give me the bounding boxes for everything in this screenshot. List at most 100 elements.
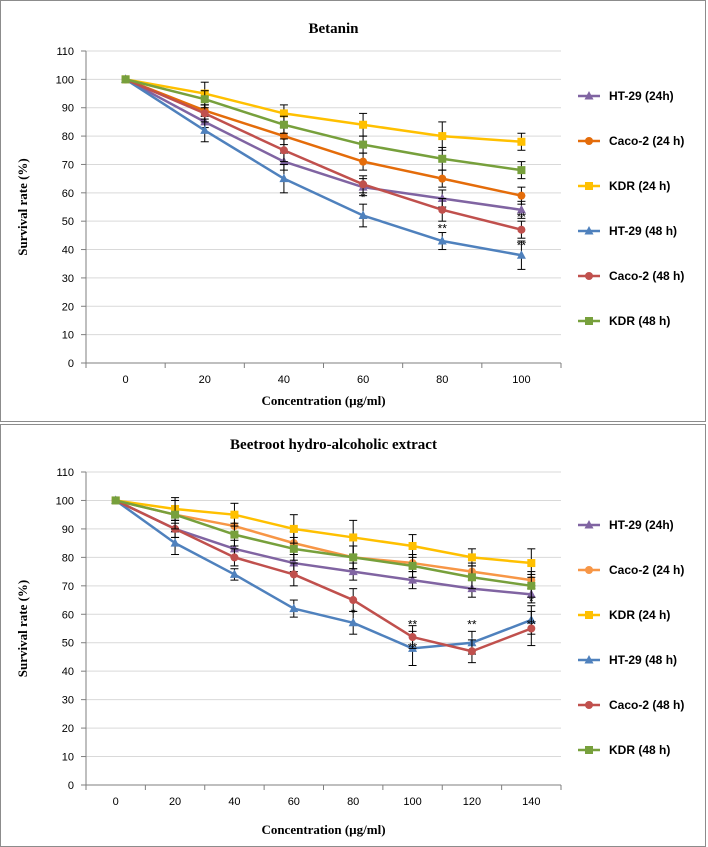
x-tick-label: 80 <box>436 374 448 386</box>
x-tick-label: 60 <box>288 796 300 808</box>
data-point <box>358 210 368 220</box>
y-tick-label: 80 <box>62 131 74 143</box>
y-tick-label: 50 <box>62 216 74 228</box>
y-tick-label: 60 <box>62 188 74 200</box>
chart-title: Beetroot hydro-alcoholic extract <box>230 437 437 453</box>
series-line <box>125 78 522 172</box>
data-point <box>527 624 536 633</box>
data-point <box>438 205 447 214</box>
legend-label: Caco-2 (48 h) <box>609 698 684 712</box>
series-line <box>125 78 522 197</box>
series-line <box>115 499 532 596</box>
y-axis-label: Survival rate (%) <box>15 158 30 255</box>
series-line <box>125 78 522 231</box>
series-line <box>124 78 522 257</box>
betanin-chart: Betanin 0 10 20 30 40 50 60 70 80 90 100 110 0 20 40 60 8… <box>15 21 684 408</box>
data-point <box>121 75 130 84</box>
data-point <box>348 617 358 627</box>
y-tick-label: 20 <box>62 723 74 735</box>
legend-label: HT-29 (48 h) <box>609 224 677 238</box>
y-tick-label: 100 <box>56 74 74 86</box>
y-tick-label: 90 <box>62 103 74 115</box>
data-point <box>359 157 368 166</box>
y-tick-label: 40 <box>62 245 74 257</box>
data-point <box>279 109 288 118</box>
legend-marker <box>585 317 593 325</box>
significance-annotation: ** <box>438 222 448 236</box>
y-tick-label: 30 <box>62 695 74 707</box>
data-point <box>170 538 180 547</box>
data-point <box>437 193 447 202</box>
legend-marker <box>585 182 593 190</box>
data-point <box>348 566 358 576</box>
data-point <box>467 573 476 582</box>
legend-item-kdr-48-h: KDR (48 h) <box>578 743 670 757</box>
legend-item-kdr-24-h: KDR (24 h) <box>578 179 670 193</box>
data-point <box>408 561 417 570</box>
legend-item-caco-2-48-h: Caco-2 (48 h) <box>578 269 684 283</box>
data-point <box>111 496 120 505</box>
series-line <box>125 78 522 144</box>
y-tick-label: 10 <box>62 752 74 764</box>
data-point <box>438 174 447 183</box>
legend-marker <box>584 226 594 235</box>
x-tick-label: 20 <box>199 374 211 386</box>
data-point <box>289 558 299 567</box>
legend-marker <box>585 566 593 574</box>
data-point <box>349 553 358 562</box>
x-tick-label: 60 <box>357 374 369 386</box>
x-axis-label: Concentration (µg/ml) <box>261 822 385 837</box>
legend-marker <box>584 520 594 529</box>
beetroot-chart: Beetroot hydro-alcoholic extract 0 10 20 30 4… <box>15 437 684 837</box>
data-point <box>517 137 526 146</box>
data-point <box>279 146 288 155</box>
series-line <box>115 499 532 653</box>
x-tick-label: 0 <box>123 374 129 386</box>
data-point <box>229 543 239 553</box>
data-point <box>289 570 298 579</box>
series-kdr-24-h <box>121 75 526 151</box>
data-point <box>408 633 417 642</box>
x-tick-label: 0 <box>113 796 119 808</box>
y-tick-label: 0 <box>68 780 74 792</box>
data-point <box>230 530 239 539</box>
data-point <box>527 559 536 568</box>
betanin-chart-panel: Betanin 0 10 20 30 40 50 60 70 80 90 100 110 0 20 40 60 8… <box>0 0 706 422</box>
significance-annotation: * <box>529 595 534 609</box>
y-tick-label: 20 <box>62 301 74 313</box>
legend-item-kdr-24-h: KDR (24 h) <box>578 608 670 622</box>
series-line <box>114 499 532 650</box>
beetroot-chart-panel: Beetroot hydro-alcoholic extract 0 10 20 30 4… <box>0 424 706 847</box>
x-tick-label: 100 <box>512 374 530 386</box>
series-kdr-48-h <box>121 75 526 180</box>
legend-label: HT-29 (48 h) <box>609 653 677 667</box>
y-tick-label: 110 <box>56 46 74 58</box>
data-point <box>279 132 288 141</box>
data-point <box>230 510 239 519</box>
y-tick-label: 40 <box>62 666 74 678</box>
significance-annotation: ** <box>408 618 418 632</box>
y-tick-label: 70 <box>62 159 74 171</box>
legend-label: KDR (24 h) <box>609 608 670 622</box>
legend-label: KDR (24 h) <box>609 179 670 193</box>
legend-label: HT-29 (24h) <box>609 518 674 532</box>
data-point <box>438 154 447 163</box>
significance-annotation: ** <box>527 618 537 632</box>
legend-label: Caco-2 (24 h) <box>609 134 684 148</box>
series-kdr-48-h <box>111 496 536 598</box>
data-point <box>408 575 418 584</box>
data-point <box>359 140 368 149</box>
x-tick-label: 80 <box>347 796 359 808</box>
series-line <box>115 499 532 588</box>
legend-item-ht-29-48-h: HT-29 (48 h) <box>578 224 677 238</box>
data-point <box>527 581 536 590</box>
y-tick-label: 110 <box>56 467 74 479</box>
x-tick-label: 100 <box>403 796 421 808</box>
legend-item-caco-2-48-h: Caco-2 (48 h) <box>578 698 684 712</box>
data-point <box>517 166 526 175</box>
legend-item-ht-29-24h: HT-29 (24h) <box>578 89 674 103</box>
legend-marker <box>584 655 594 664</box>
y-tick-label: 90 <box>62 524 74 536</box>
chart-title: Betanin <box>308 21 359 37</box>
data-point <box>467 553 476 562</box>
